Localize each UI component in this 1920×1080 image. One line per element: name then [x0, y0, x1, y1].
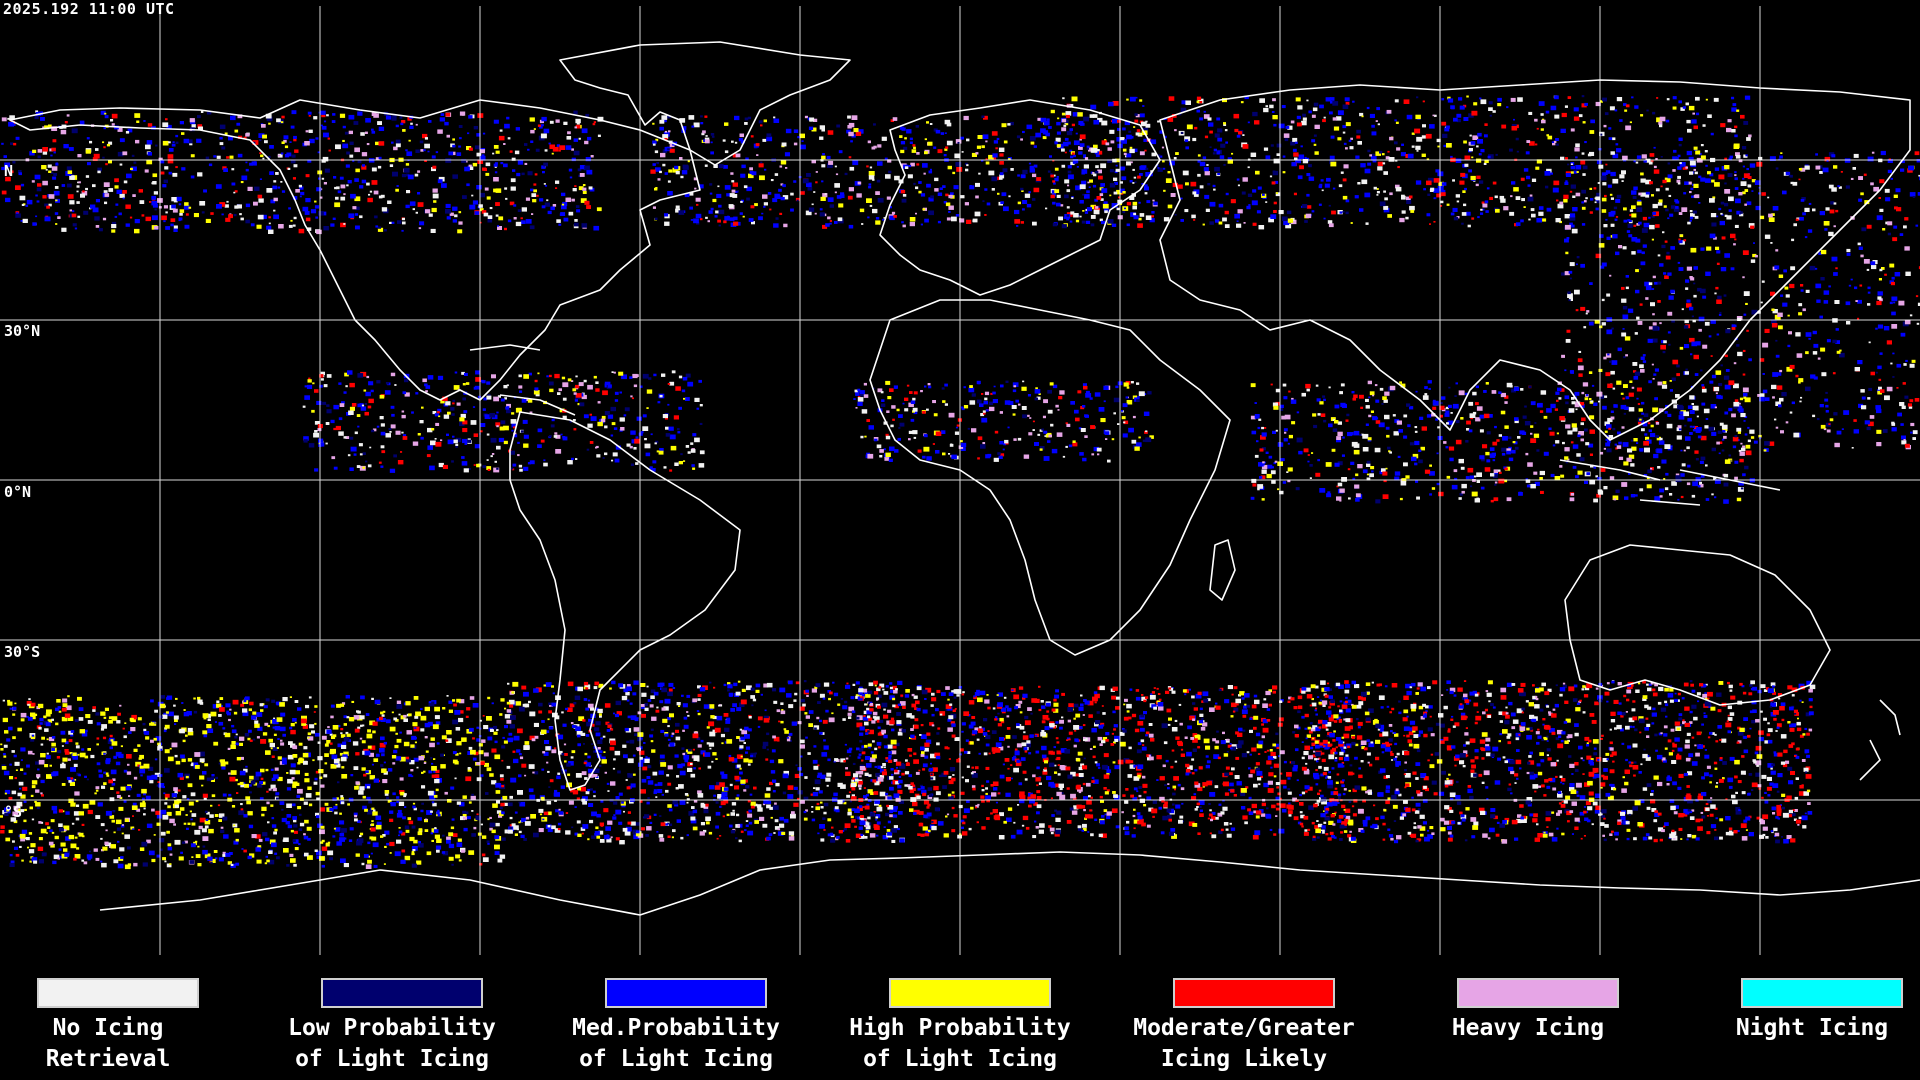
coast-africa — [869, 299, 1231, 656]
coast-asia — [1159, 79, 1911, 441]
legend-swatch-med-probability — [605, 978, 767, 1008]
legend-label-high-probability: High Probability of Light Icing — [849, 1015, 1071, 1072]
icing-probability-layer — [0, 95, 1920, 870]
lat-label-60n: N — [4, 162, 14, 180]
legend-label-night-icing: Night Icing — [1735, 1015, 1889, 1041]
legend-label-no-icing: No Icing Retrieval — [45, 1015, 171, 1072]
legend-swatch-low-probability — [321, 978, 483, 1008]
coast-new-zealand — [1859, 699, 1901, 781]
timestamp: 2025.192 11:00 UTC — [3, 0, 175, 18]
legend-swatch-heavy-icing — [1457, 978, 1619, 1008]
coast-greenland — [559, 41, 851, 166]
coast-antarctica — [99, 851, 1920, 916]
coast-south-america — [509, 411, 741, 791]
coast-madagascar — [1209, 539, 1236, 601]
legend-swatch-no-icing — [37, 978, 199, 1008]
legend-label-moderate-greater: Moderate/Greater Icing Likely — [1133, 1015, 1355, 1072]
icing-map — [0, 6, 1920, 955]
legend-swatch-night-icing — [1741, 978, 1903, 1008]
legend-label-heavy-icing: Heavy Icing — [1451, 1015, 1605, 1041]
coast-australia — [1564, 544, 1831, 706]
coast-caribbean — [469, 344, 576, 416]
legend-label-med-probability: Med.Probability of Light Icing — [572, 1015, 780, 1072]
coastlines — [9, 41, 1920, 916]
lat-label-60s: °S — [4, 803, 23, 821]
legend: No Icing Retrieval Low Probability of Li… — [0, 960, 1920, 1080]
lat-label-30s: 30°S — [4, 643, 41, 661]
lat-label-0n: 0°N — [4, 483, 32, 501]
legend-swatch-moderate-greater — [1173, 978, 1335, 1008]
lat-label-30n: 30°N — [4, 322, 41, 340]
coast-north-america — [9, 99, 701, 401]
legend-swatch-high-probability — [889, 978, 1051, 1008]
legend-label-low-probability: Low Probability of Light Icing — [288, 1015, 496, 1072]
coast-europe — [879, 99, 1161, 296]
lat-lon-grid — [0, 6, 1920, 955]
